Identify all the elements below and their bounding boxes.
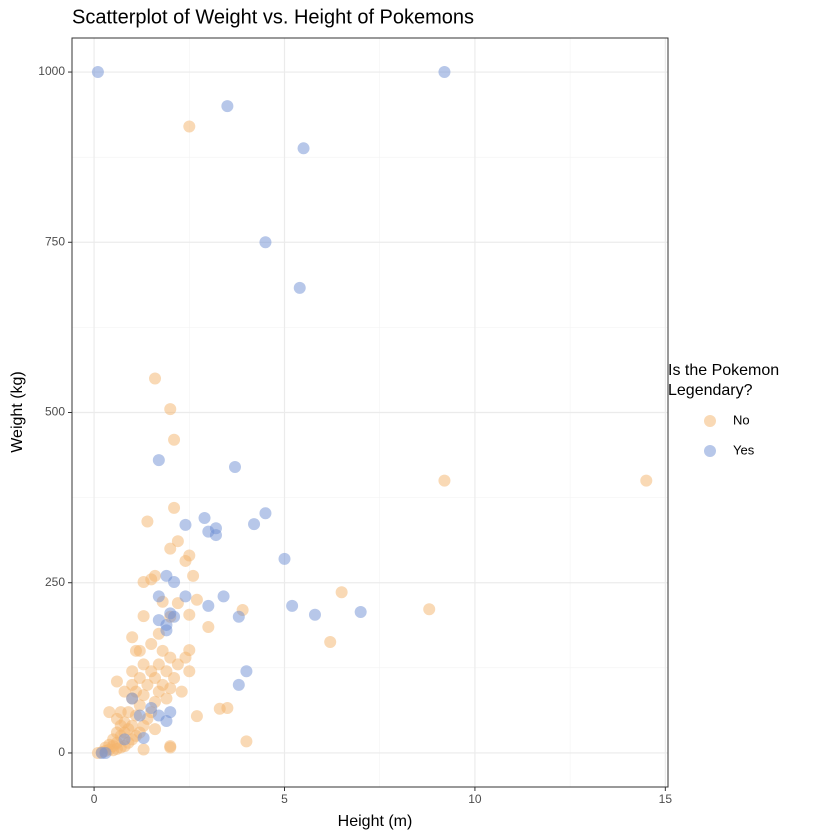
point <box>149 372 162 385</box>
point <box>335 586 348 599</box>
point <box>149 723 162 736</box>
x-axis-title: Height (m) <box>338 813 413 830</box>
point <box>137 610 150 623</box>
x-tick-label: 15 <box>659 792 673 806</box>
point <box>168 672 181 685</box>
point <box>103 706 116 719</box>
point <box>187 569 200 582</box>
legend-title: Is the Pokemon Legendary? <box>668 362 780 399</box>
point <box>99 746 112 759</box>
point <box>640 474 653 487</box>
point <box>137 743 150 756</box>
point <box>137 576 150 589</box>
y-tick-label: 0 <box>58 745 65 759</box>
point <box>308 608 321 621</box>
point <box>198 512 211 525</box>
point <box>324 635 337 648</box>
x-tick-label: 10 <box>468 792 482 806</box>
point <box>209 529 222 542</box>
point <box>438 66 451 79</box>
x-tick-label: 0 <box>91 792 98 806</box>
point <box>129 644 142 657</box>
point <box>145 702 158 715</box>
legend-key <box>704 415 716 427</box>
point <box>110 675 123 688</box>
point <box>141 515 154 528</box>
point <box>221 100 234 113</box>
point <box>190 593 203 606</box>
legend-label: Yes <box>733 442 755 457</box>
point <box>137 689 150 702</box>
point <box>168 433 181 446</box>
point <box>171 535 184 548</box>
point <box>202 599 215 612</box>
point <box>423 603 436 616</box>
point <box>190 710 203 723</box>
point <box>145 638 158 651</box>
point <box>126 692 139 705</box>
point <box>202 620 215 633</box>
panel-border <box>71 37 669 788</box>
point <box>183 120 196 133</box>
point <box>278 552 291 565</box>
y-tick-label: 500 <box>45 405 65 419</box>
point <box>232 610 245 623</box>
point <box>354 606 367 619</box>
point <box>240 735 253 748</box>
point <box>149 569 162 582</box>
point <box>164 403 177 416</box>
point <box>438 474 451 487</box>
point <box>164 682 177 695</box>
legend-label: No <box>733 412 750 427</box>
point <box>297 142 310 155</box>
point <box>160 624 173 637</box>
point <box>179 651 192 664</box>
point <box>183 608 196 621</box>
point <box>152 590 165 603</box>
series <box>91 66 451 759</box>
point <box>179 554 192 567</box>
point <box>217 590 230 603</box>
point <box>259 507 272 520</box>
point <box>133 709 146 722</box>
point <box>164 607 177 620</box>
point <box>221 702 234 715</box>
point <box>164 542 177 555</box>
point <box>168 501 181 514</box>
chart-title: Scatterplot of Weight vs. Height of Poke… <box>72 6 474 28</box>
point <box>293 281 306 294</box>
point <box>259 236 272 249</box>
point <box>168 576 181 589</box>
y-tick-label: 750 <box>45 234 65 248</box>
point <box>286 599 299 612</box>
point <box>152 454 165 467</box>
point <box>118 733 131 746</box>
x-tick-label: 5 <box>281 792 288 806</box>
y-tick-label: 250 <box>45 575 65 589</box>
y-tick-label: 1000 <box>38 64 65 78</box>
point <box>232 678 245 691</box>
point <box>240 665 253 678</box>
point <box>228 460 241 473</box>
point <box>126 631 139 644</box>
y-axis-title: Weight (kg) <box>9 371 26 453</box>
legend-key <box>704 445 716 457</box>
point <box>137 731 150 744</box>
point <box>164 741 177 754</box>
point <box>183 665 196 678</box>
point <box>175 685 188 698</box>
point <box>160 692 173 705</box>
point <box>179 590 192 603</box>
point <box>160 714 173 727</box>
point <box>91 66 104 79</box>
point <box>179 518 192 531</box>
series <box>91 120 653 759</box>
point <box>248 518 261 531</box>
